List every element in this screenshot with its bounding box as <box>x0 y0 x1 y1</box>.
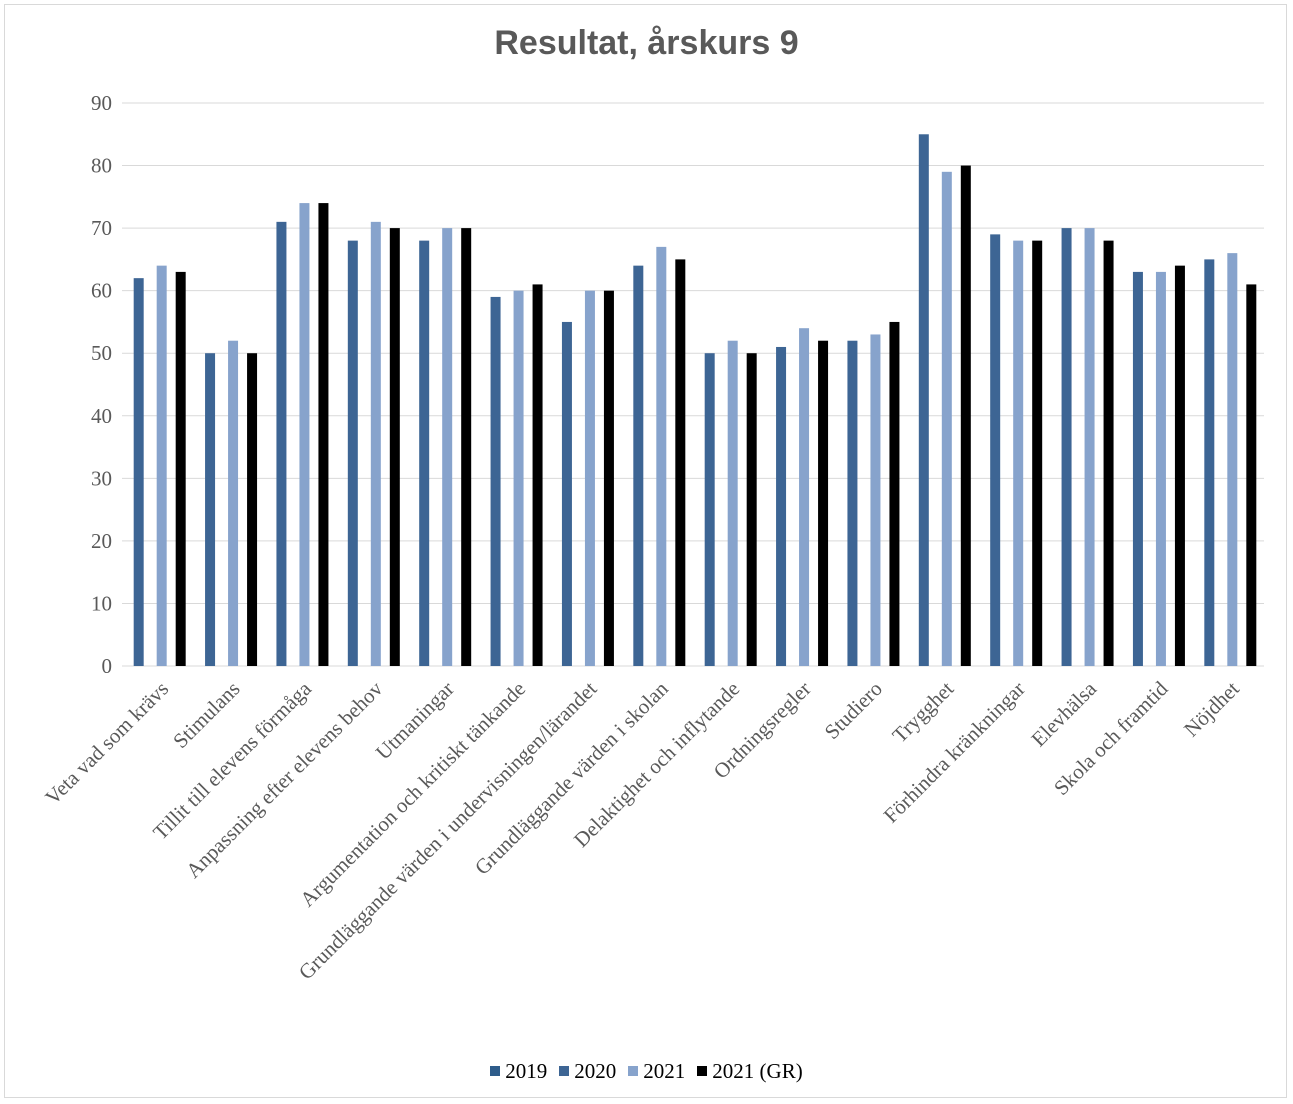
bar-2021-gr--6 <box>603 290 614 666</box>
x-tick-label-13: Elevhälsa <box>1026 676 1101 751</box>
bar-2020-9 <box>776 346 787 666</box>
bar-2021-15 <box>1227 253 1238 666</box>
legend-swatch <box>490 1066 501 1076</box>
bar-2020-1 <box>205 353 216 666</box>
legend-swatch <box>697 1066 708 1076</box>
bar-2021-gr--8 <box>746 353 757 666</box>
bar-2021-10 <box>870 334 881 666</box>
y-tick-label-40: 40 <box>91 404 112 428</box>
bar-2021-0 <box>156 265 167 666</box>
y-tick-label-0: 0 <box>102 654 113 678</box>
bar-2021-9 <box>799 328 810 666</box>
x-tick-label-10: Studiero <box>820 677 887 744</box>
bar-2021-1 <box>228 340 239 666</box>
bar-2020-14 <box>1132 271 1143 666</box>
legend-item-2020: 2020 <box>559 1059 616 1084</box>
bar-2020-0 <box>133 278 144 666</box>
legend-swatch <box>628 1066 639 1076</box>
bar-2021-gr--12 <box>1032 240 1043 666</box>
bar-2021-3 <box>370 221 381 666</box>
chart-title: Resultat, årskurs 9 <box>494 24 799 62</box>
bar-2020-12 <box>990 234 1001 666</box>
bar-2021-gr--1 <box>247 353 258 666</box>
bars <box>133 134 1257 667</box>
x-tick-label-12: Förhindra kränkningar <box>879 677 1030 828</box>
bar-2020-8 <box>704 353 715 666</box>
gridlines <box>122 102 1264 667</box>
legend-item-2021-gr-: 2021 (GR) <box>697 1058 803 1084</box>
bar-2021-gr--15 <box>1246 284 1257 666</box>
bar-2021-gr--3 <box>389 228 400 666</box>
bar-2020-15 <box>1204 259 1215 666</box>
bar-2021-14 <box>1155 271 1166 666</box>
bar-2021-12 <box>1013 240 1024 666</box>
legend-swatch <box>559 1066 570 1076</box>
y-tick-label-90: 90 <box>91 91 112 115</box>
y-axis-tick-labels: 0 10 20 30 40 50 60 70 80 90 <box>91 91 112 678</box>
y-tick-label-50: 50 <box>91 341 112 365</box>
bar-2021-gr--5 <box>532 284 543 666</box>
bar-2021-gr--10 <box>889 321 900 666</box>
legend-item-2021: 2021 <box>628 1059 685 1084</box>
chart-frame <box>4 4 1287 1098</box>
y-tick-label-60: 60 <box>91 279 112 303</box>
legend: 2019 2020 2021 2021 (GR) <box>0 1057 1293 1084</box>
y-tick-label-10: 10 <box>91 591 112 615</box>
x-tick-label-0: Veta vad som krävs <box>40 677 173 810</box>
bar-2020-2 <box>276 221 287 666</box>
y-tick-label-70: 70 <box>91 216 112 240</box>
bar-2020-10 <box>847 340 858 666</box>
bar-2021-5 <box>513 290 524 666</box>
legend-item-2019: 2019 <box>490 1059 547 1084</box>
bar-2021-2 <box>299 203 310 667</box>
bar-2021-13 <box>1084 228 1095 666</box>
y-tick-label-80: 80 <box>91 154 112 178</box>
x-tick-label-15: Nöjdhet <box>1179 676 1244 741</box>
bar-2020-13 <box>1061 228 1072 666</box>
bar-2020-5 <box>490 296 501 666</box>
legend-label: 2021 <box>643 1058 686 1083</box>
bar-2020-11 <box>918 134 929 666</box>
y-tick-label-30: 30 <box>91 466 112 490</box>
bar-2021-7 <box>656 246 667 666</box>
legend-label: 2021 (GR) <box>712 1058 803 1083</box>
bar-2021-gr--2 <box>318 203 329 667</box>
bar-2021-gr--14 <box>1174 265 1185 666</box>
bar-2021-gr--0 <box>175 271 186 666</box>
bar-2021-gr--7 <box>675 259 686 666</box>
bar-2020-6 <box>561 321 572 666</box>
bar-2021-6 <box>584 290 595 666</box>
legend-label: 2019 <box>505 1058 548 1083</box>
bar-2021-8 <box>727 340 738 666</box>
bar-2021-gr--9 <box>818 340 829 666</box>
bar-2021-gr--4 <box>461 228 472 666</box>
legend-label: 2020 <box>574 1058 617 1083</box>
bar-2021-11 <box>941 171 952 667</box>
bar-2021-gr--11 <box>960 165 971 667</box>
bar-2020-3 <box>347 240 358 666</box>
x-tick-label-11: Trygghet <box>887 676 958 747</box>
bar-2020-4 <box>419 240 430 666</box>
y-tick-label-20: 20 <box>91 529 112 553</box>
bar-2020-7 <box>633 265 644 666</box>
bar-2021-gr--13 <box>1103 240 1114 666</box>
bar-2021-4 <box>442 228 453 666</box>
